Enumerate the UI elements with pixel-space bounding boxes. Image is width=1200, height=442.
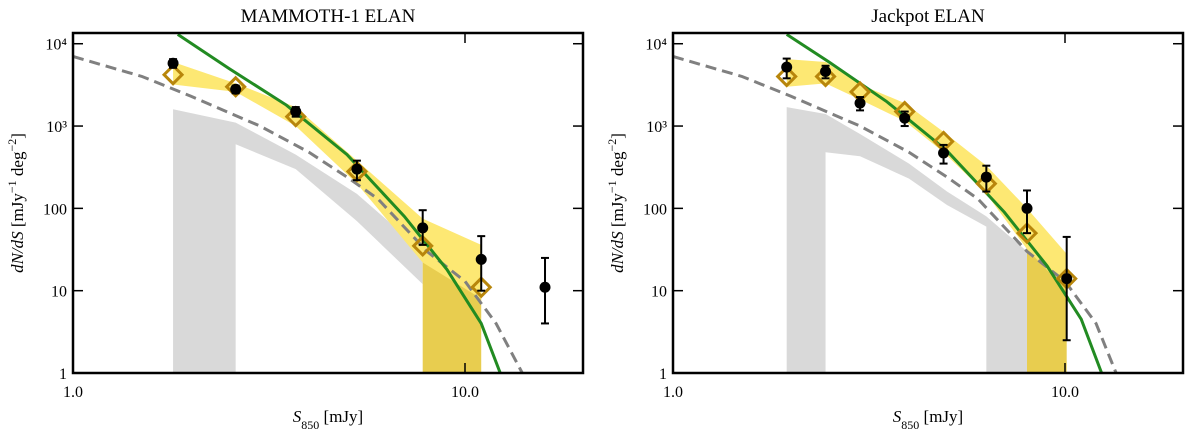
label-part: deg xyxy=(608,151,627,180)
field-region xyxy=(786,107,1028,373)
label-part: dN/dS xyxy=(608,231,627,273)
label-part: [mJy] xyxy=(319,407,363,426)
data-point xyxy=(230,83,242,95)
dashed-curve xyxy=(673,55,1118,373)
y-tick-label: 1 xyxy=(659,366,667,383)
y-label: dN/dS [mJy−1 deg−2] xyxy=(5,133,27,273)
data-point xyxy=(417,222,429,234)
label-part: deg xyxy=(8,151,27,180)
label-part: S xyxy=(293,407,302,426)
y-tick-label: 10 xyxy=(51,284,67,301)
model-curve xyxy=(785,33,1104,373)
y-tick-label: 10⁴ xyxy=(645,37,667,54)
y-tick-label: 10³ xyxy=(46,119,67,136)
label-part: ] xyxy=(608,133,627,139)
label-part: S xyxy=(893,407,902,426)
y-tick-label: 1 xyxy=(59,366,67,383)
x-label: S850 [mJy] xyxy=(293,407,363,432)
y-tick-label: 10³ xyxy=(646,119,667,136)
label-part: [mJy xyxy=(8,193,27,232)
label-part: −1 xyxy=(5,180,19,193)
diamond-marker xyxy=(1015,222,1039,245)
diamond-marker xyxy=(470,276,493,299)
axes-frame xyxy=(71,31,585,375)
diamond-marker xyxy=(975,172,998,195)
y-tick-label: 10⁴ xyxy=(45,37,67,54)
x-tick-label: 1.0 xyxy=(63,384,83,401)
uncertainty-band xyxy=(173,61,482,299)
x-label: S850 [mJy] xyxy=(893,407,963,432)
x-tick-label: 10.0 xyxy=(1051,384,1079,401)
label-part: [mJy xyxy=(608,193,627,232)
diamond-marker xyxy=(775,65,798,88)
diamond-marker xyxy=(224,75,247,98)
axes-frame xyxy=(671,31,1185,375)
x-tick-label: 1.0 xyxy=(663,384,683,401)
y-tick-label: 100 xyxy=(43,201,67,218)
panel-title: Jackpot ELAN xyxy=(871,6,985,27)
y-tick-label: 10 xyxy=(651,284,667,301)
label-part: −2 xyxy=(605,139,619,152)
label-part: 850 xyxy=(901,418,919,432)
data-point xyxy=(351,163,363,175)
x-tick-label: 10.0 xyxy=(451,384,479,401)
diamond-marker xyxy=(814,65,837,88)
data-point xyxy=(290,106,302,118)
data-point xyxy=(899,112,911,124)
uncertainty-band xyxy=(786,59,1067,291)
data-point xyxy=(539,281,551,293)
plot-area xyxy=(73,33,551,373)
data-point xyxy=(475,253,487,265)
panel-title: MAMMOTH-1 ELAN xyxy=(241,6,416,27)
plot-area xyxy=(673,33,1118,373)
data-point xyxy=(781,61,793,73)
data-point xyxy=(1021,202,1033,214)
field-region xyxy=(173,109,423,373)
data-point xyxy=(167,57,179,69)
model-curve xyxy=(176,33,502,373)
label-part: ] xyxy=(8,133,27,139)
data-point xyxy=(820,65,832,77)
label-part: 850 xyxy=(301,418,319,432)
diamond-marker xyxy=(284,105,307,128)
label-part: [mJy] xyxy=(919,407,963,426)
diamond-marker xyxy=(411,234,434,258)
data-point xyxy=(1061,273,1073,285)
label-part: −1 xyxy=(605,180,619,193)
y-tick-label: 100 xyxy=(643,201,667,218)
label-part: −2 xyxy=(5,139,19,152)
panel: 1.0 10.0 1 10 100 10³ 10⁴ MAMMOTH-1 ELAN S850 [m… xyxy=(5,6,585,432)
data-point xyxy=(854,97,866,109)
label-part: dN/dS xyxy=(8,231,27,273)
panel: 1.0 10.0 1 10 100 10³ 10⁴ Jackpot ELAN S850 [mJy… xyxy=(605,6,1185,432)
dashed-curve xyxy=(73,55,524,373)
data-point xyxy=(980,171,992,183)
data-point xyxy=(938,147,950,159)
diamond-marker xyxy=(161,63,185,86)
y-label: dN/dS [mJy−1 deg−2] xyxy=(605,133,627,273)
